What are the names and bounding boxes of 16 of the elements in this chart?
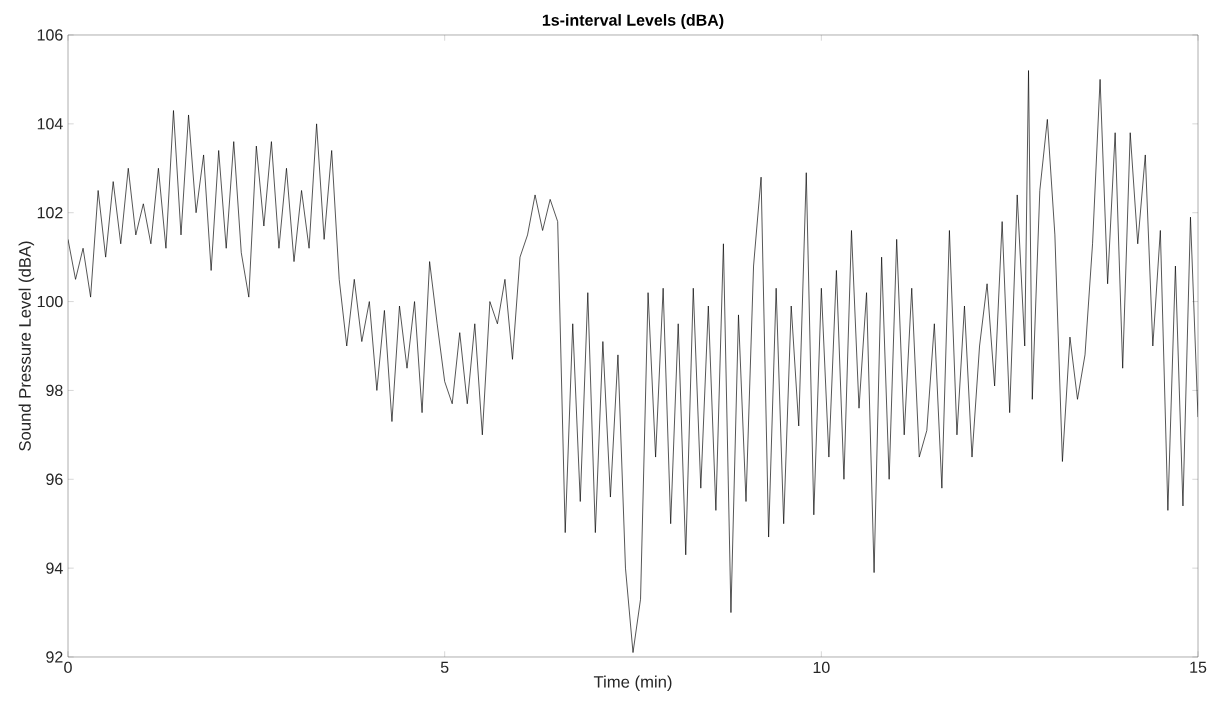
y-tick-label: 106	[37, 29, 63, 41]
x-axis-title: Time (min)	[593, 675, 672, 692]
x-tick-label: 5	[440, 661, 449, 673]
x-tick-label: 0	[64, 661, 72, 674]
y-tick-label: 96	[46, 473, 63, 485]
y-tick-label: 98	[46, 384, 63, 397]
x-tick-label: 10	[813, 661, 830, 674]
chart-title: 1s-interval Levels (dBA)	[542, 14, 724, 29]
y-tick-label: 104	[37, 118, 63, 130]
y-axis-title: Sound Pressure Level (dBA)	[18, 241, 35, 451]
line-series	[68, 70, 1199, 653]
y-tick-label: 100	[37, 295, 63, 308]
y-tick-label: 102	[37, 207, 63, 219]
y-tick-label: 92	[46, 651, 63, 663]
y-tick-label: 94	[46, 562, 63, 574]
x-tick-label: 15	[1190, 661, 1207, 673]
